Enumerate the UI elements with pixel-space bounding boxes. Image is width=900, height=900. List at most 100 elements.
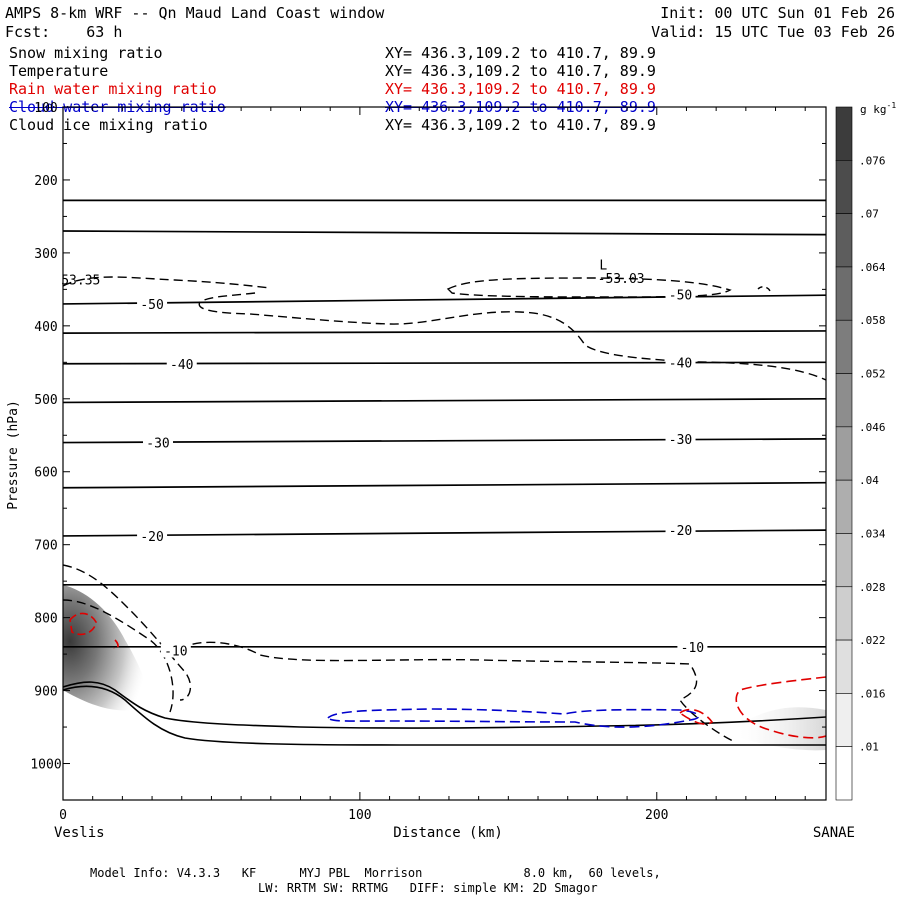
colorbar-segment (835, 533, 853, 588)
colorbar-label: .046 (859, 421, 886, 434)
y-tick-label: 500 (34, 393, 57, 408)
y-axis-label: Pressure (hPa) (6, 400, 21, 510)
left-endpoint-label: Veslis (54, 825, 105, 841)
field-name-rain: Rain water mixing ratio (9, 80, 217, 98)
axes: 100 200 300 400 500 600 700 800 900 1000 0 100 200 (30, 101, 826, 823)
snow-shading-left (63, 585, 150, 711)
isotherm-line (63, 230, 826, 236)
contour-label-bg (160, 643, 191, 658)
model-info-line1: Model Info: V4.3.3 KF MYJ PBL Morrison 8… (90, 866, 661, 880)
colorbar-segment (835, 426, 853, 481)
contour-label: -10 (681, 641, 704, 656)
cloud-water-contour (326, 708, 700, 728)
colorbar-segment (835, 479, 853, 534)
colorbar-segment (835, 106, 853, 161)
field-xy-rain: XY= 436.3,109.2 to 410.7, 89.9 (385, 80, 656, 98)
colorbar-label: .01 (859, 741, 879, 754)
contour-label-bg (137, 528, 168, 543)
surface-boundary-lower (63, 685, 826, 746)
isotherm-line (63, 438, 826, 444)
colorbar-unit: g kg-1 (860, 101, 896, 116)
colorbar-segment (835, 213, 853, 268)
colorbar-segment (835, 586, 853, 641)
contour-annotation: 53.35 (61, 274, 100, 289)
field-xy-cloud-ice: XY= 436.3,109.2 to 410.7, 89.9 (385, 116, 656, 134)
contour-annotation: L (599, 258, 607, 273)
x-axis-label: Distance (km) (393, 825, 503, 841)
colorbar-segment (835, 373, 853, 428)
field-name-snow: Snow mixing ratio (9, 44, 163, 62)
x-tick-label: 200 (645, 808, 668, 823)
isotherm-line (63, 294, 826, 305)
y-tick-label: 300 (34, 247, 57, 262)
contour-label: -20 (669, 524, 692, 539)
y-tick-label: 800 (34, 612, 57, 627)
colorbar-label: .058 (859, 314, 886, 327)
colorbar-label: .04 (859, 474, 879, 487)
isotherm-line (63, 397, 826, 404)
colorbar-label: .052 (859, 368, 886, 381)
rain-contour-left (69, 612, 119, 650)
contour-label: -10 (164, 644, 187, 659)
colorbar-label: .022 (859, 634, 886, 647)
colorbar-segment (835, 319, 853, 374)
model-info-line2: LW: RRTM SW: RRTMG DIFF: simple KM: 2D S… (258, 881, 598, 895)
field-xy-snow: XY= 436.3,109.2 to 410.7, 89.9 (385, 44, 656, 62)
rain-contour-right (679, 676, 826, 739)
y-tick-label: 700 (34, 539, 57, 554)
colorbar-segment (835, 160, 853, 214)
field-xy-temperature: XY= 436.3,109.2 to 410.7, 89.9 (385, 62, 656, 80)
contour-label: -40 (669, 356, 692, 371)
contour-label: -30 (146, 437, 169, 452)
contour-label-bg (665, 355, 696, 370)
surface-boundary-upper (63, 681, 826, 729)
x-tick-label: 0 (59, 808, 67, 823)
snow-contour-dashed-small (757, 286, 771, 292)
colorbar-label: .034 (859, 527, 886, 540)
isotherm-line (63, 330, 826, 334)
chart-title: AMPS 8-km WRF -- Qn Maud Land Coast wind… (5, 4, 385, 22)
snow-contour-dashed-upper-left (63, 276, 271, 289)
contour-label-bg (665, 431, 696, 446)
snow-contour-dashed-mid (198, 292, 826, 381)
colorbar: .076 .07 .064 .058 .052 .046 .04 .034 .028 .022 .0… (835, 106, 886, 801)
y-tick-label: 400 (34, 320, 57, 335)
contour-label-bg (143, 435, 174, 450)
contour-label: -40 (170, 358, 193, 373)
colorbar-unit-base: g kg (860, 103, 887, 116)
contour-label: -50 (669, 288, 692, 303)
plot-contents (63, 199, 826, 751)
x-tick-label: 100 (348, 808, 371, 823)
y-tick-label: 900 (34, 685, 57, 700)
snow-contour-dashed-upper-right (446, 277, 732, 298)
contour-label-bg (166, 356, 197, 371)
field-name-cloud-ice: Cloud ice mixing ratio (9, 116, 208, 134)
valid-time: Valid: 15 UTC Tue 03 Feb 26 (651, 23, 895, 41)
colorbar-label: .016 (859, 687, 886, 700)
y-tick-label: 100 (34, 101, 57, 116)
contour-label: -30 (669, 433, 692, 448)
field-name-temperature: Temperature (9, 62, 109, 80)
snow-contour-dashed-lower (63, 564, 736, 743)
contour-label: -20 (140, 530, 163, 545)
forecast-hour: Fcst: 63 h (5, 23, 123, 41)
contour-labels: -50 -50 -40 -40 -30 -30 -20 -20 -10 -10 53.35 L-53.… (61, 258, 708, 659)
isotherm-lines (63, 199, 826, 648)
snow-shading-right (740, 707, 826, 751)
colorbar-segment (835, 693, 853, 747)
colorbar-segment (835, 639, 853, 694)
contour-label-bg (677, 639, 708, 654)
contour-annotation: -53.03 (598, 272, 645, 287)
plot-frame (62, 106, 827, 801)
contour-label-bg (665, 287, 696, 302)
isotherm-line (63, 481, 826, 489)
colorbar-label: .064 (859, 261, 886, 274)
contour-label: -50 (140, 298, 163, 313)
colorbar-label: .07 (859, 208, 879, 221)
contour-label-bg (665, 523, 696, 538)
colorbar-label: .028 (859, 581, 886, 594)
colorbar-label: .076 (859, 154, 886, 167)
isotherm-line (63, 529, 826, 537)
contour-label-bg (137, 296, 168, 311)
